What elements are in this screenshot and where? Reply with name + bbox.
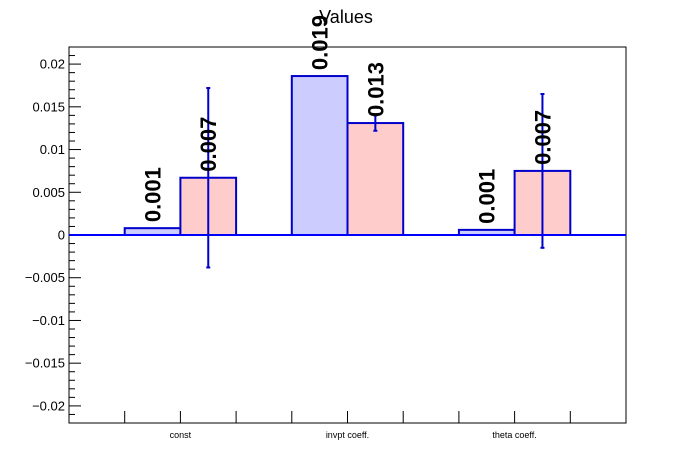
y-tick-label: −0.01 (32, 313, 65, 328)
y-tick-label: 0.005 (32, 185, 65, 200)
chart-title: Values (319, 7, 373, 27)
bar-value-label: 0.001 (475, 169, 500, 224)
x-axis: const invpt coeff. theta coeff. (124, 411, 571, 440)
y-tick-label: −0.005 (25, 270, 65, 285)
y-tick-label: −0.02 (32, 398, 65, 413)
bars (69, 75, 626, 269)
bar-value-label: 0.013 (363, 62, 388, 117)
bar-value-label: 0.019 (308, 15, 333, 70)
y-tick-label: −0.015 (25, 356, 65, 371)
x-category-label: const (170, 430, 192, 440)
x-category-label: invpt coeff. (326, 430, 369, 440)
bar-value-label: 0.007 (530, 110, 555, 165)
bar-series-1 (123, 227, 182, 236)
value-labels: 0.001 0.019 0.001 0.007 0.013 0.007 (141, 15, 556, 224)
y-axis: −0.02 −0.015 −0.01 −0.005 0 0.005 0.01 0.015 0.0… (25, 46, 81, 424)
bar-value-label: 0.007 (196, 117, 221, 172)
x-category-label: theta coeff. (492, 430, 536, 440)
y-tick-label: 0.01 (40, 142, 65, 157)
bar-series-2 (346, 122, 405, 236)
y-tick-label: 0 (58, 228, 65, 243)
y-tick-label: 0.02 (40, 57, 65, 72)
bar-value-label: 0.001 (141, 167, 166, 222)
y-tick-label: 0.015 (32, 99, 65, 114)
bar-series-1 (290, 75, 349, 236)
